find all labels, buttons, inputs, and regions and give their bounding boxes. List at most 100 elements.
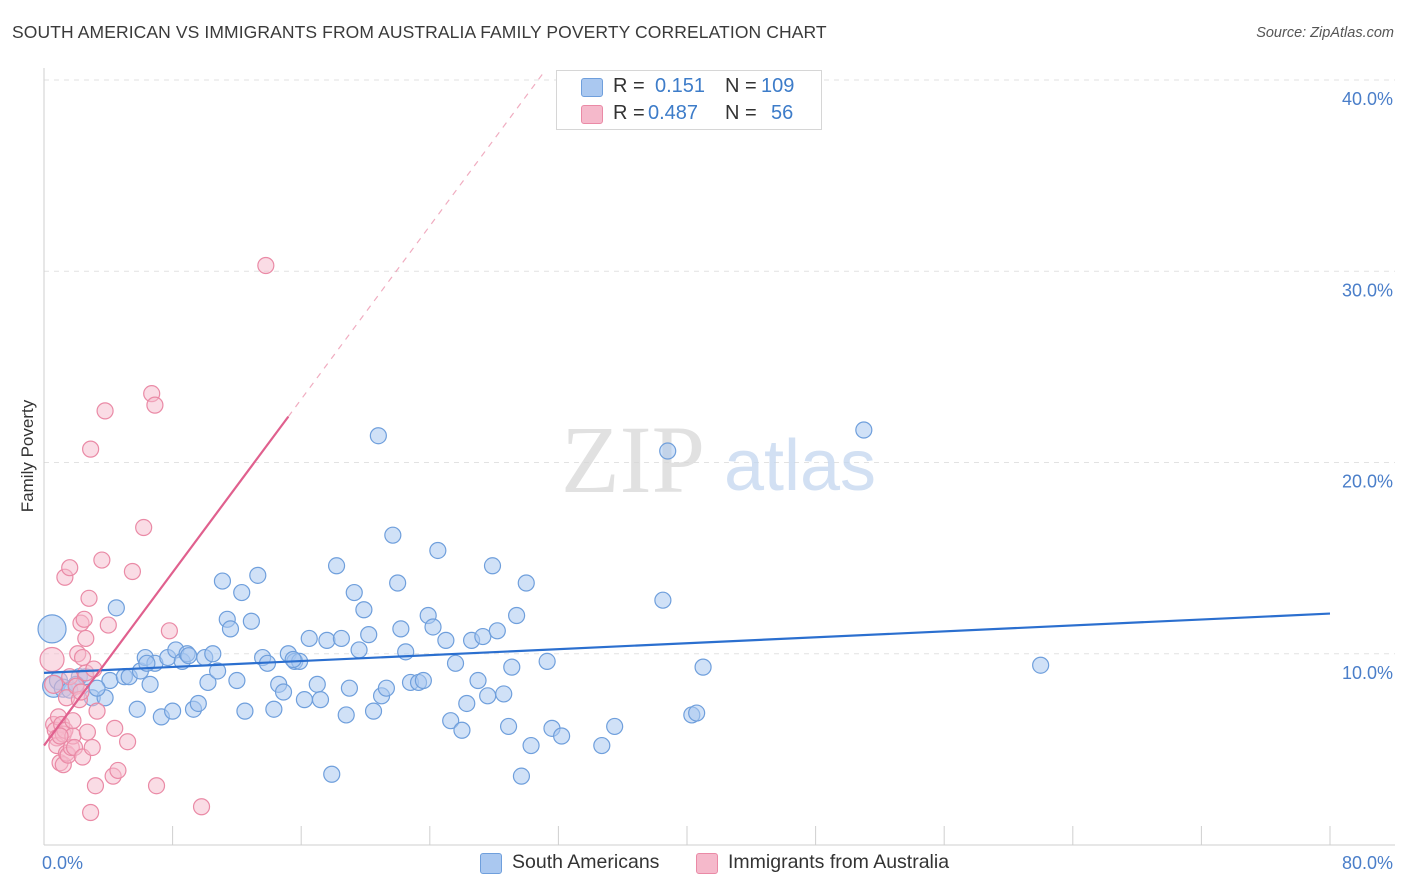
data-point-aus [82, 440, 100, 458]
data-point-south [340, 679, 359, 697]
y-axis-label: Family Poverty [18, 399, 37, 512]
data-point-south [233, 583, 251, 602]
legend-swatch-aus [696, 853, 718, 874]
data-point-south [221, 620, 240, 638]
data-point-south [453, 721, 471, 739]
data-point-south [503, 658, 521, 676]
data-point-south [337, 706, 355, 724]
data-point-south [414, 671, 432, 690]
data-point-south [659, 442, 677, 460]
data-point-south [355, 601, 373, 619]
data-point-south [483, 557, 502, 575]
trend-line-aus [43, 415, 290, 747]
grid-lines [44, 79, 1395, 655]
data-point-south [199, 673, 217, 692]
data-point-aus [147, 777, 166, 795]
r-label: R = [613, 102, 645, 124]
south-americans-points [37, 421, 1050, 785]
data-point-south [389, 574, 407, 592]
data-point-south [308, 675, 326, 693]
data-point-aus [73, 648, 92, 667]
data-point-south [458, 694, 476, 713]
legend-label-south: South Americans [512, 851, 660, 873]
data-point-aus [192, 798, 211, 816]
n-label: N = [725, 102, 757, 124]
data-point-south [522, 736, 540, 755]
data-point-south [209, 662, 227, 680]
axes [43, 68, 1395, 846]
data-point-south [350, 641, 368, 659]
data-point-south [37, 614, 67, 644]
y-tick-label: 10.0% [1342, 663, 1393, 683]
data-point-south [242, 612, 260, 630]
data-point-aus [83, 738, 101, 757]
r-value: 0.151 [655, 75, 706, 97]
data-point-south [377, 679, 395, 697]
trend-extension-aus [287, 73, 543, 417]
data-point-aus [257, 256, 275, 275]
data-point-south [479, 687, 497, 705]
data-point-south [323, 765, 341, 783]
data-point-south [517, 574, 535, 592]
data-point-aus [72, 683, 90, 701]
stats-swatch-aus [581, 105, 603, 124]
data-point-south [508, 606, 526, 625]
data-point-south [424, 618, 442, 636]
tick-labels: 10.0% 20.0% 30.0% 40.0% 0.0% 80.0% [42, 89, 1393, 873]
data-point-south [495, 685, 513, 703]
data-point-south [204, 645, 222, 663]
data-point-south [694, 658, 712, 676]
data-point-aus [99, 616, 117, 634]
x-tick-label: 0.0% [42, 853, 83, 873]
legend-label-aus: Immigrants from Australia [728, 851, 950, 873]
data-point-south [274, 683, 293, 701]
data-point-south [318, 631, 336, 649]
data-point-aus [80, 589, 98, 607]
stats-swatch-south [581, 78, 603, 97]
data-point-south [284, 650, 302, 669]
x-tick-label: 80.0% [1342, 853, 1393, 873]
data-point-south [300, 629, 318, 648]
data-point-aus [160, 622, 178, 640]
legend-swatch-south [480, 853, 502, 874]
data-point-aus [64, 712, 82, 730]
data-point-south [265, 700, 283, 718]
data-point-south [360, 626, 378, 644]
data-point-south [384, 526, 402, 544]
data-point-south [88, 679, 106, 697]
australia-points [39, 256, 275, 822]
n-value: 56 [771, 102, 794, 124]
watermark-zip: ZIP [561, 406, 705, 513]
data-point-aus [118, 733, 137, 751]
data-point-south [512, 767, 531, 785]
data-point-south [442, 712, 460, 730]
data-point-south [474, 627, 492, 646]
data-point-aus [78, 723, 97, 741]
y-tick-label: 40.0% [1342, 89, 1393, 109]
data-point-aus [123, 562, 142, 581]
data-point-aus [86, 777, 105, 795]
data-point-south [446, 654, 465, 672]
data-point-south [107, 599, 125, 617]
data-point-south [332, 629, 350, 648]
data-point-aus [93, 551, 111, 569]
data-point-south [228, 671, 246, 690]
data-point-south [488, 622, 506, 640]
n-label: N = [725, 75, 757, 97]
trend-lines [43, 73, 1331, 747]
data-point-south [189, 694, 207, 713]
data-point-south [369, 427, 387, 445]
r-value: 0.487 [648, 102, 699, 124]
zipatlas-watermark: ZIP atlas [561, 406, 876, 513]
data-point-aus [96, 402, 114, 420]
data-point-south [364, 702, 383, 720]
y-tick-label: 30.0% [1342, 280, 1393, 300]
data-point-aus [39, 646, 65, 673]
data-point-south [180, 647, 198, 665]
data-point-aus [109, 761, 127, 780]
data-point-south [606, 717, 624, 736]
watermark-atlas: atlas [724, 426, 876, 506]
data-point-south [437, 631, 455, 649]
n-value: 109 [761, 75, 795, 97]
data-point-aus [44, 674, 64, 694]
